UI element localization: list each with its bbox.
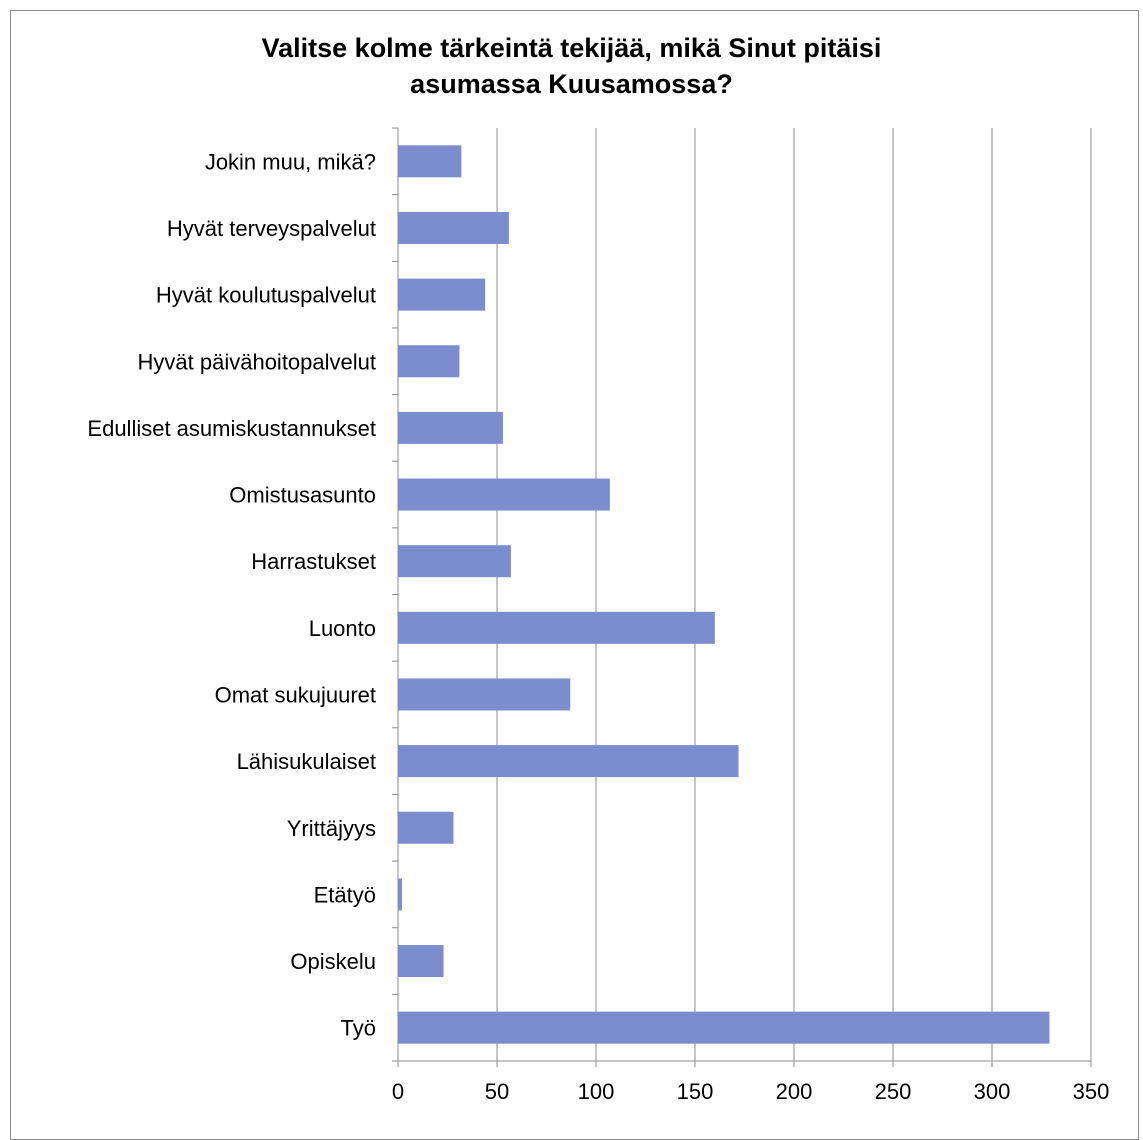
category-label: Jokin muu, mikä?	[205, 149, 376, 174]
x-tick-label: 300	[974, 1079, 1011, 1104]
category-label: Harrastukset	[251, 549, 376, 574]
x-tick-label: 50	[485, 1079, 509, 1104]
bar	[398, 878, 402, 911]
category-label: Työ	[341, 1016, 376, 1041]
bar	[398, 945, 444, 978]
category-label: Yrittäjyys	[287, 816, 376, 841]
category-label: Lähisukulaiset	[237, 749, 376, 774]
bar	[398, 678, 571, 711]
bar	[398, 811, 454, 844]
x-tick-label: 200	[776, 1079, 813, 1104]
bar	[398, 278, 486, 311]
bar	[398, 145, 462, 178]
bar	[398, 478, 610, 511]
category-label: Omat sukujuuret	[215, 682, 376, 707]
chart-frame	[10, 10, 1139, 1140]
x-tick-label: 150	[677, 1079, 714, 1104]
category-label: Hyvät terveyspalvelut	[167, 216, 376, 241]
x-tick-label: 250	[875, 1079, 912, 1104]
category-label: Opiskelu	[290, 949, 376, 974]
x-tick-label: 0	[392, 1079, 404, 1104]
category-label: Omistusasunto	[229, 483, 376, 508]
category-label: Edulliset asumiskustannukset	[87, 416, 376, 441]
x-tick-label: 350	[1073, 1079, 1110, 1104]
category-label: Luonto	[309, 616, 376, 641]
bar	[398, 745, 739, 778]
bar	[398, 211, 509, 244]
bar	[398, 545, 511, 578]
x-tick-label: 100	[578, 1079, 615, 1104]
bar	[398, 611, 715, 644]
chart-title: Valitse kolme tärkeintä tekijää, mikä Si…	[261, 33, 882, 99]
category-label: Etätyö	[314, 882, 376, 907]
bar	[398, 411, 503, 444]
category-label: Hyvät koulutuspalvelut	[156, 283, 376, 308]
bar	[398, 345, 460, 378]
category-label: Hyvät päivähoitopalvelut	[138, 349, 376, 374]
bar	[398, 1011, 1050, 1044]
